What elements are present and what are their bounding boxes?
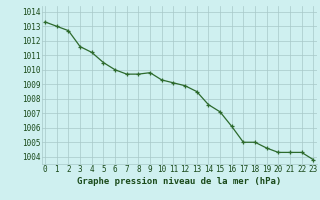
X-axis label: Graphe pression niveau de la mer (hPa): Graphe pression niveau de la mer (hPa) [77,177,281,186]
